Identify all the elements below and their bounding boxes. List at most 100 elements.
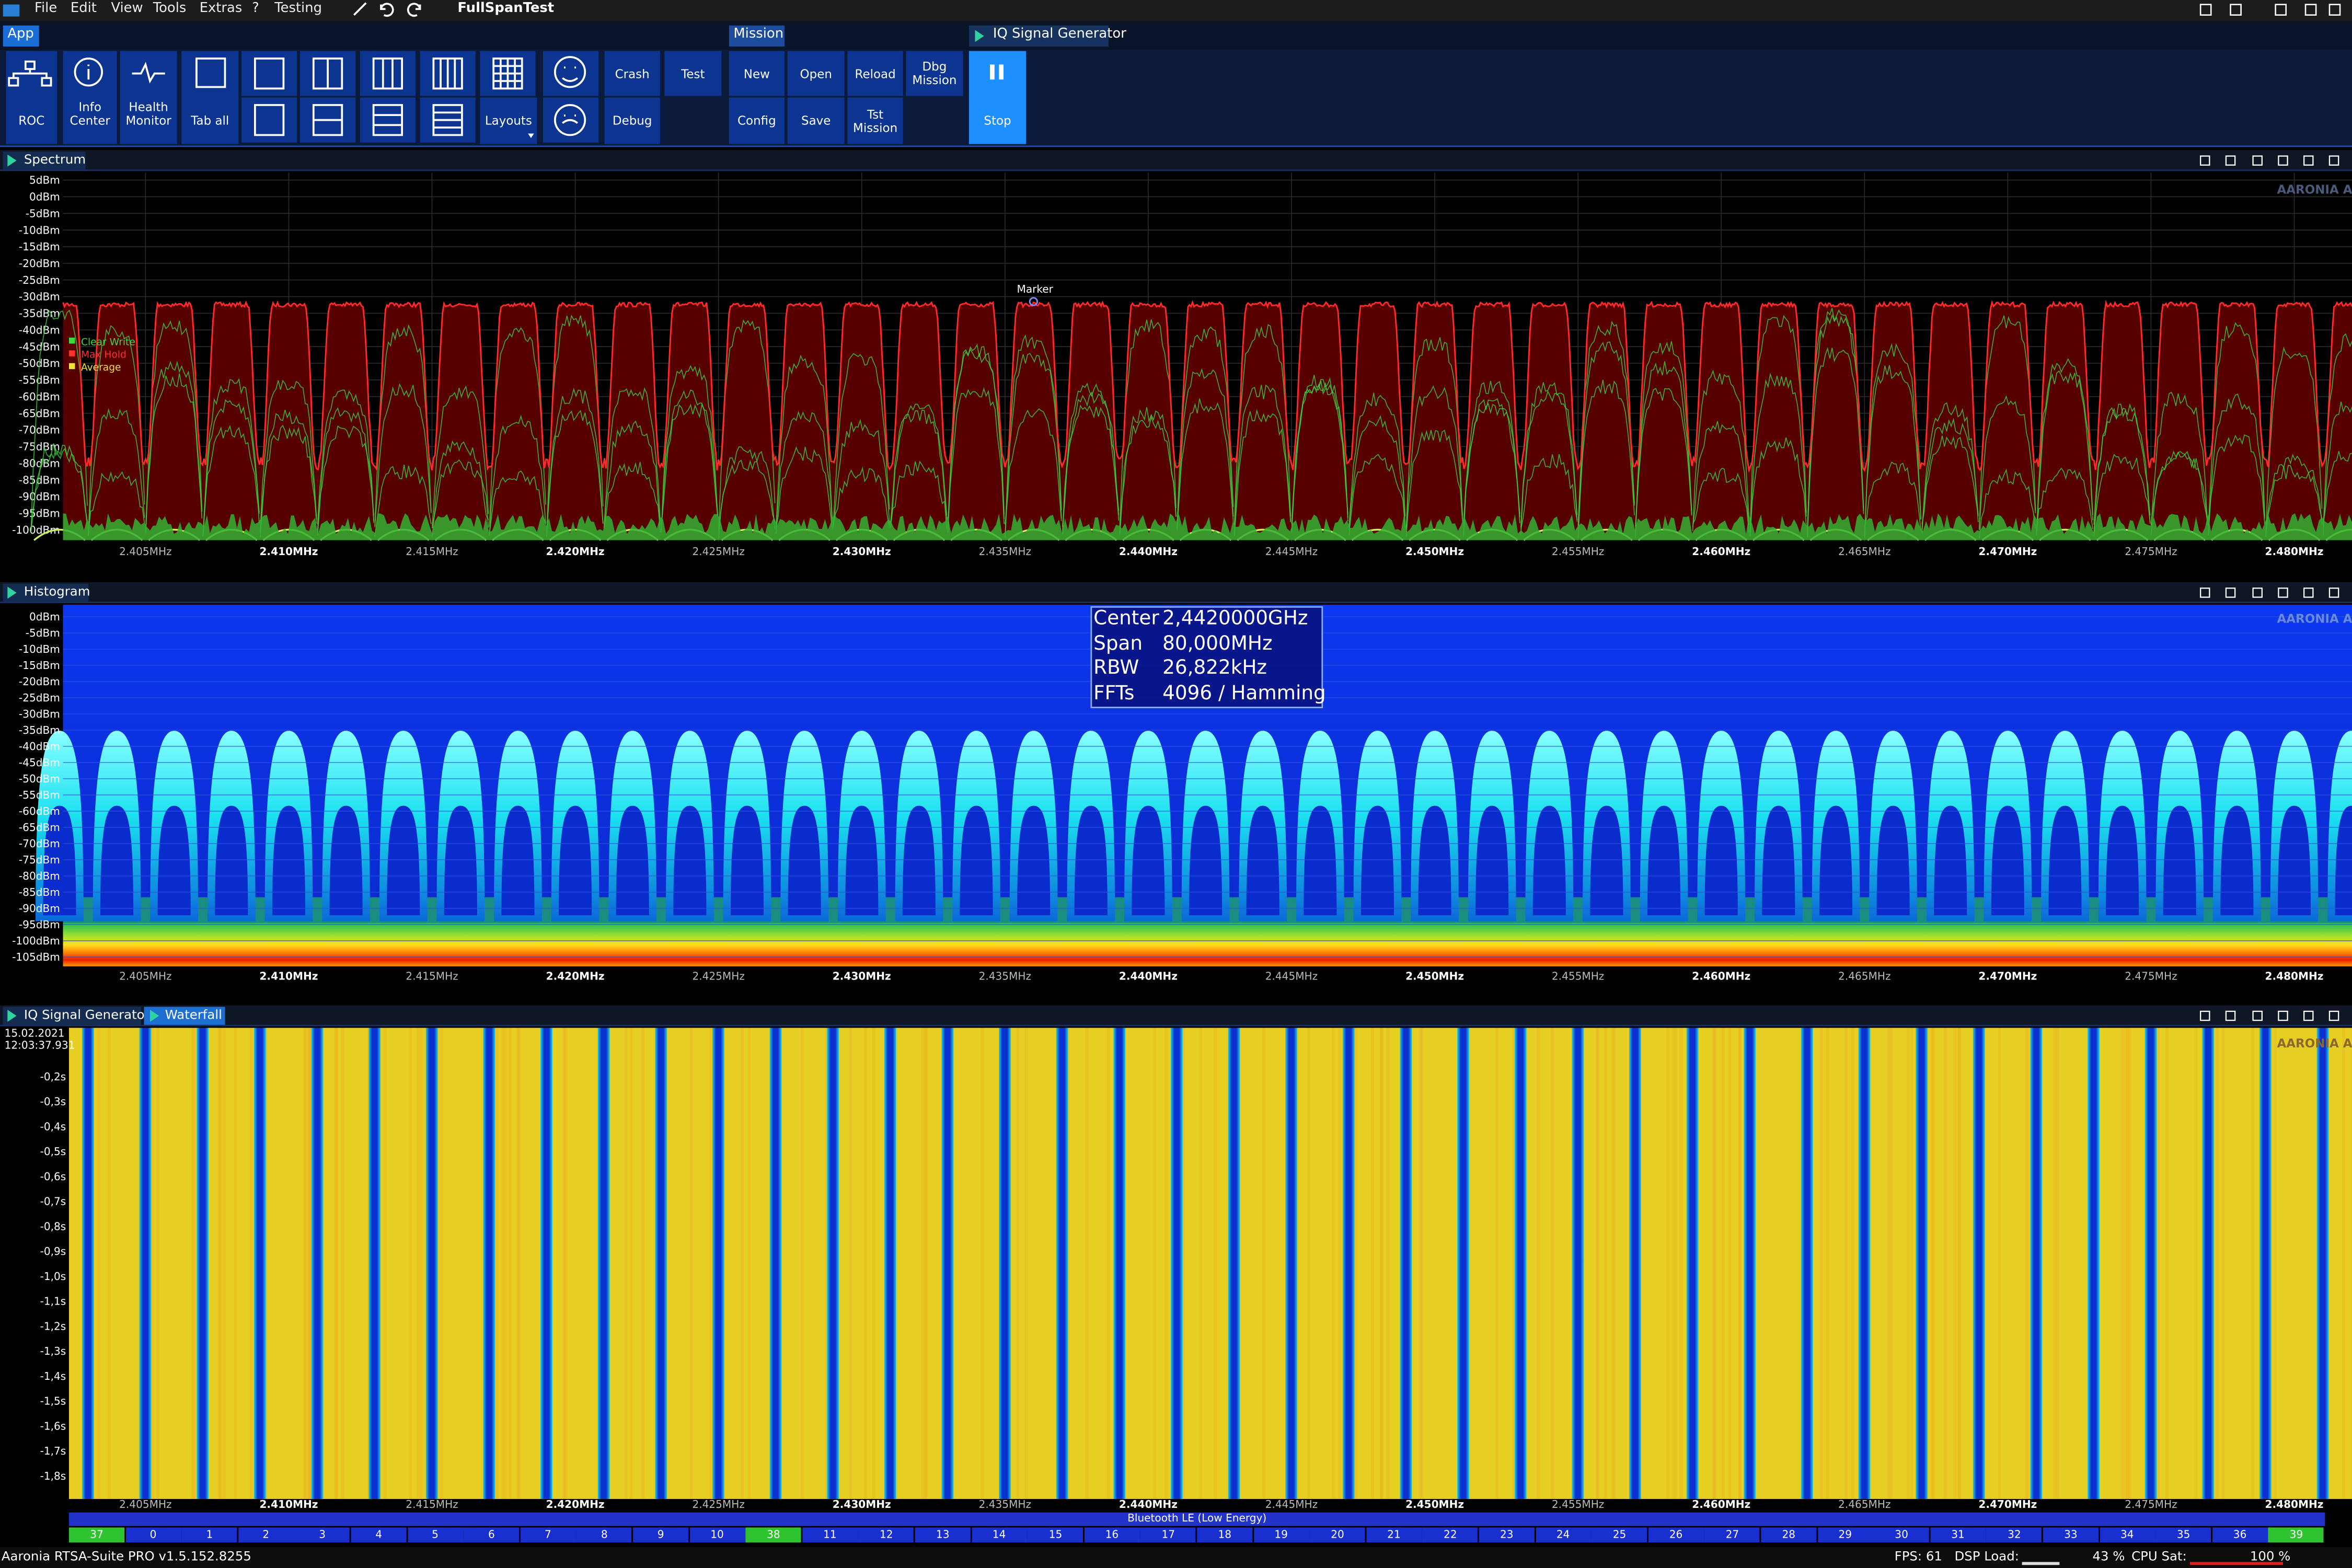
- ribbon-button[interactable]: New: [729, 51, 785, 96]
- ribbon-button[interactable]: Config: [729, 97, 785, 144]
- channel[interactable]: 33: [2043, 1527, 2099, 1543]
- channel[interactable]: 17: [1140, 1527, 1196, 1543]
- ribbon-button[interactable]: [543, 51, 599, 96]
- x-tick-label: 2.455MHz: [1552, 1498, 1604, 1511]
- trace-line: [1921, 418, 1979, 529]
- channel[interactable]: 18: [1197, 1527, 1253, 1543]
- legend-swatch: [69, 363, 75, 370]
- ribbon-button[interactable]: Debug: [604, 97, 660, 144]
- menu-item[interactable]: Edit: [70, 1, 97, 17]
- ribbon-button[interactable]: Test: [664, 51, 722, 96]
- channel[interactable]: 20: [1309, 1527, 1366, 1543]
- channel[interactable]: 1: [181, 1527, 237, 1543]
- channel[interactable]: 9: [633, 1527, 689, 1543]
- channel[interactable]: 27: [1704, 1527, 1760, 1543]
- channel[interactable]: 37: [69, 1527, 125, 1543]
- speckle: [1612, 1028, 1616, 1499]
- panel-tab[interactable]: IQ Signal Generator: [3, 1007, 150, 1025]
- channel[interactable]: 21: [1366, 1527, 1422, 1543]
- ribbon-button[interactable]: Stop: [969, 51, 1027, 144]
- ribbon-button[interactable]: [420, 51, 476, 96]
- tab-iq[interactable]: IQ Signal Generator: [969, 25, 1126, 47]
- channel[interactable]: 8: [577, 1527, 632, 1543]
- speckle: [1889, 1028, 1893, 1499]
- trace-line: [2265, 453, 2323, 533]
- channel[interactable]: 39: [2268, 1527, 2324, 1543]
- tab-mission[interactable]: Mission: [729, 25, 785, 47]
- menu-item[interactable]: View: [111, 1, 143, 17]
- channel[interactable]: 23: [1479, 1527, 1535, 1543]
- channel[interactable]: 3: [294, 1527, 350, 1543]
- stripe: [999, 1028, 1011, 1499]
- channel[interactable]: 38: [745, 1527, 802, 1543]
- channel[interactable]: 15: [1028, 1527, 1083, 1543]
- channel[interactable]: 26: [1648, 1527, 1704, 1543]
- channel[interactable]: 14: [971, 1527, 1027, 1543]
- channel[interactable]: 34: [2099, 1527, 2155, 1543]
- speckle: [1182, 1028, 1185, 1499]
- channel[interactable]: 6: [464, 1527, 520, 1543]
- channel[interactable]: 10: [689, 1527, 745, 1543]
- channel[interactable]: 7: [520, 1527, 576, 1543]
- ribbon-button[interactable]: Dbg Mission: [906, 51, 963, 96]
- channel[interactable]: 28: [1761, 1527, 1817, 1543]
- channel[interactable]: 13: [915, 1527, 971, 1543]
- menu-item[interactable]: File: [34, 1, 57, 17]
- speckle: [191, 1028, 194, 1499]
- ribbon-button[interactable]: [241, 97, 297, 143]
- ribbon-button[interactable]: Reload: [847, 51, 903, 96]
- ribbon-button[interactable]: [543, 97, 599, 143]
- tab-app[interactable]: App: [3, 25, 39, 47]
- menu-item[interactable]: Extras: [199, 1, 243, 17]
- arch-hole: [1819, 805, 1853, 916]
- speckle: [641, 1028, 645, 1499]
- ribbon-button[interactable]: Crash: [604, 51, 660, 96]
- channel[interactable]: 16: [1084, 1527, 1140, 1543]
- ribbon-button[interactable]: Info Center: [63, 51, 117, 144]
- channel[interactable]: 35: [2155, 1527, 2211, 1543]
- ribbon-button[interactable]: [241, 51, 297, 96]
- ribbon-button[interactable]: Open: [787, 51, 845, 96]
- ribbon-button[interactable]: Tst Mission: [847, 97, 903, 144]
- stripe: [1342, 1028, 1355, 1499]
- ribbon-button[interactable]: ROC: [6, 51, 57, 144]
- channel[interactable]: 29: [1817, 1527, 1873, 1543]
- channel[interactable]: 19: [1253, 1527, 1309, 1543]
- channel[interactable]: 36: [2212, 1527, 2268, 1543]
- x-tick-label: 2.415MHz: [406, 545, 458, 558]
- panel-tab[interactable]: Waterfall: [144, 1007, 225, 1025]
- channel[interactable]: 30: [1874, 1527, 1930, 1543]
- channel[interactable]: 31: [1930, 1527, 1986, 1543]
- arch-hole: [788, 805, 821, 916]
- menu-item[interactable]: Testing: [274, 1, 322, 17]
- channel[interactable]: 0: [125, 1527, 181, 1543]
- speckle: [1354, 1028, 1358, 1499]
- y-tick-label: 0dBm: [29, 191, 60, 203]
- ribbon-button[interactable]: [299, 97, 356, 143]
- channel[interactable]: 22: [1422, 1527, 1478, 1543]
- channel[interactable]: 32: [1986, 1527, 2043, 1543]
- ribbon-button[interactable]: [360, 51, 416, 96]
- trace-line: [1233, 324, 1292, 525]
- ribbon-button[interactable]: [420, 97, 476, 143]
- ribbon-button[interactable]: Health Monitor: [120, 51, 177, 144]
- channel[interactable]: 12: [858, 1527, 914, 1543]
- channel[interactable]: 25: [1592, 1527, 1647, 1543]
- menu-item[interactable]: Tools: [153, 1, 187, 17]
- ribbon-button[interactable]: [360, 97, 416, 143]
- panel-tab[interactable]: Spectrum: [3, 151, 86, 170]
- info-value: 26,822kHz: [1162, 658, 1267, 681]
- button-label: Info Center: [70, 100, 110, 128]
- channel[interactable]: 5: [407, 1527, 463, 1543]
- ribbon-button[interactable]: Save: [787, 97, 845, 144]
- channel[interactable]: 4: [351, 1527, 407, 1543]
- channel[interactable]: 11: [802, 1527, 858, 1543]
- channel[interactable]: 2: [238, 1527, 294, 1543]
- ribbon-button[interactable]: [480, 51, 536, 96]
- ribbon-button[interactable]: [299, 51, 356, 96]
- panel-tab[interactable]: Histogram: [3, 583, 90, 602]
- menu-item[interactable]: ?: [252, 1, 259, 17]
- ribbon-button[interactable]: Layouts: [480, 97, 537, 144]
- ribbon-button[interactable]: Tab all: [181, 51, 239, 144]
- channel[interactable]: 24: [1535, 1527, 1591, 1543]
